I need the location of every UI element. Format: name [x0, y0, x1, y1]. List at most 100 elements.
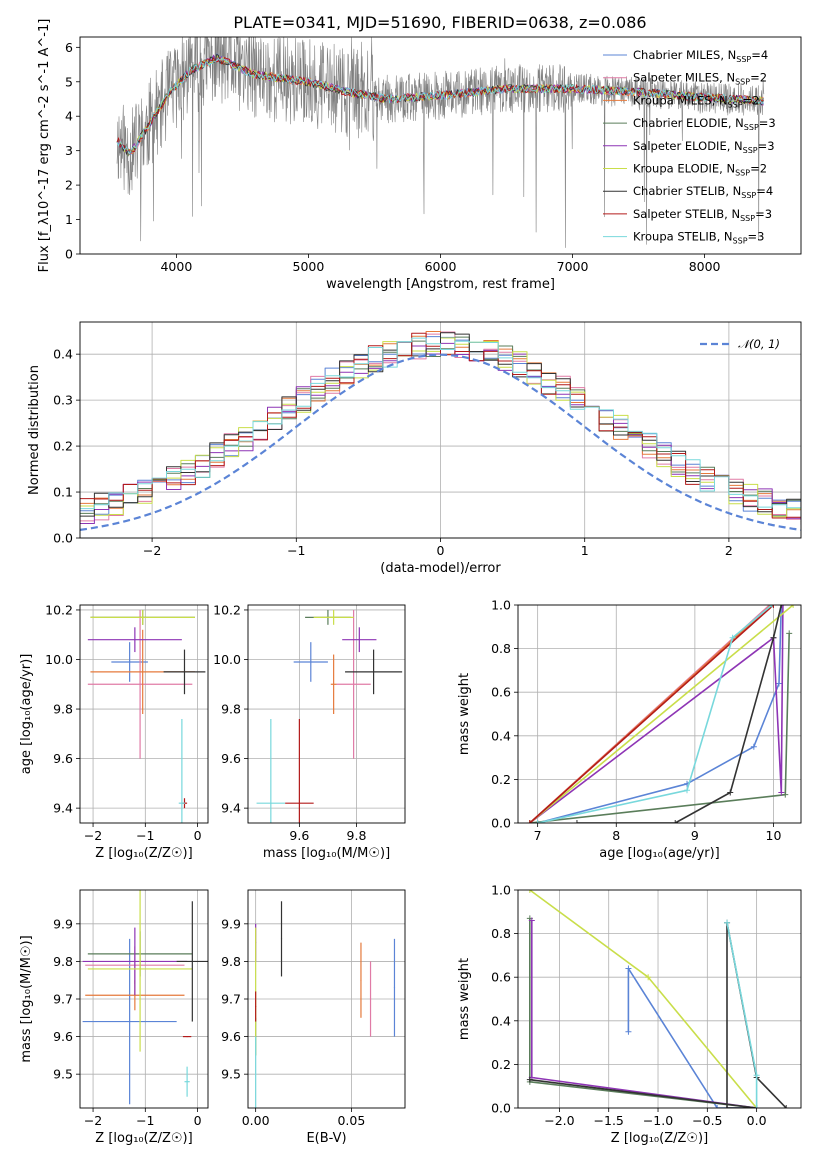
model-spectrum [116, 57, 764, 155]
y-tick-label: 0.8 [491, 926, 511, 941]
data-point [333, 616, 335, 618]
plot-area [526, 605, 797, 823]
y-tick-label: 9.8 [221, 954, 241, 969]
legend-label: Salpeter STELIB, NSSP=3 [633, 207, 772, 223]
legend-count: =2 [750, 71, 767, 85]
legend-count: =4 [756, 184, 773, 198]
data-point [142, 671, 144, 673]
legend-model: Kroupa MILES, N [633, 93, 728, 107]
legend-label: Salpeter ELODIE, NSSP=3 [633, 139, 775, 155]
legend-model: Chabrier MILES, N [633, 48, 736, 62]
axes-frame [79, 321, 802, 539]
figure-title: PLATE=0341, MJD=51690, FIBERID=0638, z=0… [233, 13, 646, 32]
y-tick-label: 0.0 [53, 531, 73, 546]
x-tick-label: −1.5 [594, 1113, 624, 1128]
grid [248, 605, 405, 823]
x-axis-label: (data-model)/error [380, 561, 501, 576]
x-axis-label: age [log₁₀(age/yr)] [599, 846, 720, 861]
y-axis-label: age [log₁₀(age/yr)] [19, 654, 34, 775]
legend-subscript: SSP [741, 191, 756, 200]
y-tick-label: 1.0 [491, 883, 511, 898]
panel-cumulative_mass_weight_Z: −2.0 −1.5 −1.0 −0.5 0.0 0.0 0.2 0.4 0.6 0.8 1.0 Z [… [457, 883, 802, 1146]
data-point [181, 802, 183, 804]
data-point [369, 998, 372, 1000]
x-tick-label: 7000 [557, 259, 589, 274]
legend-label: Kroupa MILES, NSSP=2 [633, 93, 759, 109]
plot-area [255, 901, 396, 1108]
legend-count: =3 [748, 230, 765, 244]
x-tick-label: 0.00 [242, 1113, 270, 1128]
panel-cumulative_mass_weight_age: 7 8 9 10 0.0 0.2 0.4 0.6 0.8 1.0 age [log₁₀(age/yr… [457, 598, 802, 861]
y-tick-label: 9.8 [53, 702, 73, 717]
series-marker [724, 1105, 731, 1108]
plot-area [87, 609, 206, 823]
x-tick-label: 0.05 [337, 1113, 365, 1128]
y-tick-label: 9.6 [221, 1029, 241, 1044]
legend-label: Kroupa STELIB, NSSP=3 [633, 230, 764, 246]
panel-mass_vs_Z: −2 −1 0 9.5 9.6 9.7 9.8 9.9 Z [log₁₀(Z/Z☉)] mass … [19, 889, 209, 1146]
plot-area [116, 37, 765, 248]
y-tick-label: 10.0 [213, 652, 241, 667]
legend-count: =3 [755, 207, 772, 221]
data-point [393, 987, 396, 989]
series-line [726, 922, 758, 1108]
series-marker [790, 605, 797, 608]
x-tick-label: 8 [612, 828, 620, 843]
legend-subscript: SSP [728, 100, 743, 109]
series-marker [753, 1072, 760, 1079]
legend-label: Kroupa ELODIE, NSSP=2 [633, 162, 767, 178]
series-marker [625, 1028, 632, 1035]
y-tick-label: 10.2 [45, 602, 73, 617]
x-tick-label: −2 [143, 543, 161, 558]
y-tick-label: 9.4 [221, 801, 241, 816]
series-line [627, 967, 757, 1108]
y-axis-label: Normed distribution [27, 365, 42, 495]
y-tick-label: 9.8 [53, 954, 73, 969]
series-marker [672, 820, 679, 823]
x-tick-label: −1 [287, 543, 305, 558]
legend-label: Chabrier MILES, NSSP=4 [633, 48, 768, 64]
x-tick-label: 10 [766, 828, 782, 843]
y-tick-label: 0.8 [491, 641, 511, 656]
series-marker [727, 789, 734, 796]
residual-histogram [80, 332, 801, 522]
x-tick-label: 0.0 [747, 1113, 767, 1128]
series-marker [770, 605, 777, 608]
y-axis-label: mass weight [457, 673, 472, 755]
y-tick-label: 10.2 [213, 602, 241, 617]
data-point [191, 960, 193, 963]
y-tick-label: 0.2 [491, 1057, 511, 1072]
y-tick-label: 0.4 [53, 347, 73, 362]
x-tick-label: −1 [136, 1113, 154, 1128]
series-marker [625, 965, 632, 972]
grid [80, 605, 208, 823]
series-marker [534, 820, 541, 823]
data-point [255, 1005, 257, 1008]
data-point [280, 938, 283, 940]
series-line [577, 605, 783, 823]
x-tick-label: 0 [437, 543, 445, 558]
x-tick-label: −2 [84, 828, 102, 843]
series-marker [782, 791, 789, 798]
series-marker [714, 1105, 721, 1108]
legend-subscript: SSP [744, 123, 759, 132]
residual-histogram [80, 337, 801, 521]
data-point [183, 671, 186, 673]
legend-label: 𝒩(0, 1) [738, 337, 780, 351]
x-tick-label: 9 [691, 828, 699, 843]
x-tick-label: 8000 [689, 259, 721, 274]
panel-mass_vs_ebv: 0.00 0.05 9.5 9.6 9.7 9.8 9.9 E(B-V) [221, 889, 406, 1146]
legend-label: Chabrier ELODIE, NSSP=3 [633, 116, 776, 132]
y-tick-label: 3 [65, 143, 73, 158]
x-axis-label: mass [log₁₀(M/M☉)] [263, 846, 390, 861]
y-tick-label: 9.9 [221, 916, 241, 931]
legend-model: Kroupa STELIB, N [633, 230, 733, 244]
series-marker [526, 1076, 533, 1083]
legend-subscript: SSP [733, 237, 748, 246]
axes-frame [247, 604, 406, 824]
data-point [298, 802, 300, 804]
x-tick-label: 9.8 [347, 828, 367, 843]
gaussian-curve [80, 353, 801, 531]
series-marker [775, 680, 782, 687]
y-tick-label: 0.6 [491, 970, 511, 985]
